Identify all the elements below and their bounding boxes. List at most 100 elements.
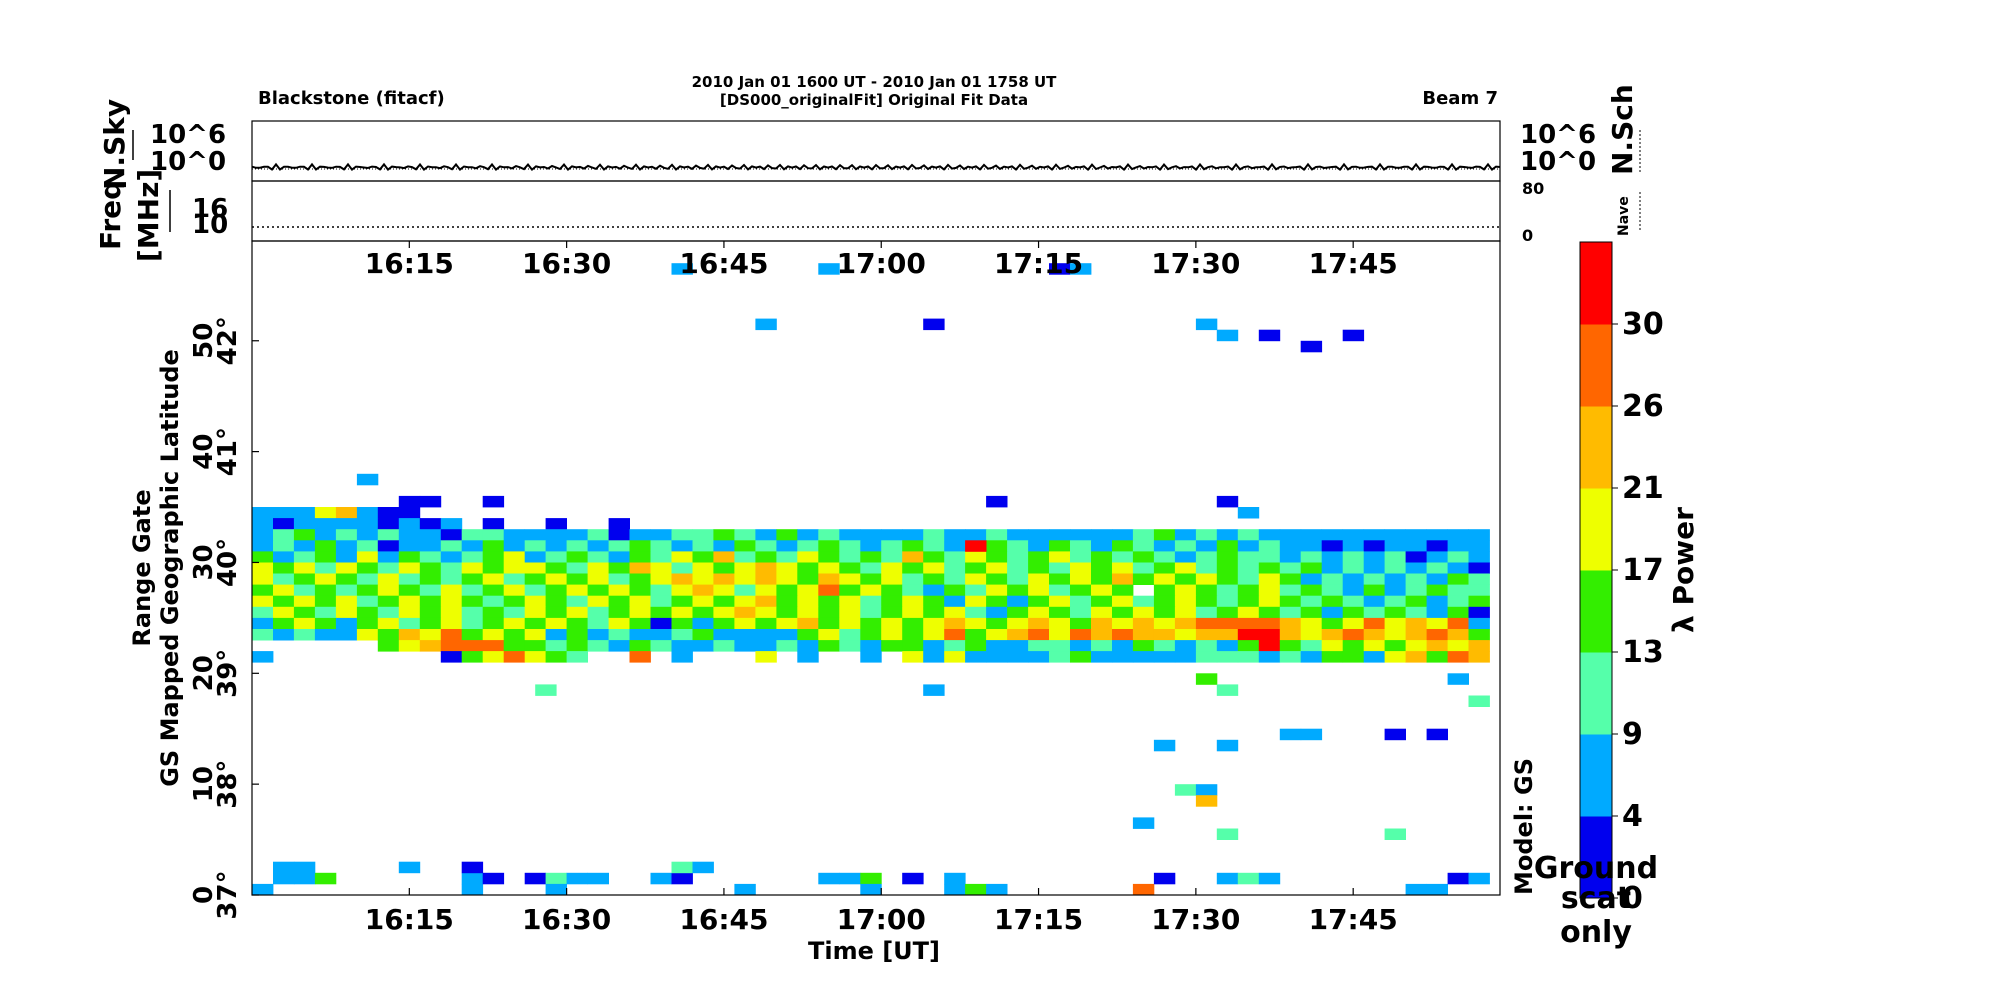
heatmap-cell bbox=[755, 629, 777, 641]
heatmap-cell bbox=[1007, 540, 1029, 552]
heatmap-cell bbox=[713, 529, 735, 541]
heatmap-cell bbox=[273, 529, 295, 541]
heatmap-cell bbox=[1405, 883, 1427, 896]
heatmap-cell bbox=[566, 562, 588, 574]
heatmap-cell bbox=[1091, 551, 1113, 563]
heatmap-cell bbox=[902, 562, 924, 574]
heatmap-cell bbox=[1028, 551, 1050, 563]
y-tick-label-gate: 0 bbox=[189, 886, 219, 904]
heatmap-cell bbox=[965, 595, 987, 608]
heatmap-cell bbox=[273, 540, 295, 552]
heatmap-cell bbox=[776, 562, 798, 574]
heatmap-cell bbox=[1195, 629, 1218, 641]
heatmap-cell bbox=[1049, 651, 1071, 663]
heatmap-cell bbox=[482, 872, 505, 885]
heatmap-cell bbox=[1342, 584, 1365, 597]
x-tick-label: 16:30 bbox=[522, 903, 611, 936]
x-tick-label: 16:45 bbox=[679, 247, 768, 280]
heatmap-cell bbox=[566, 617, 588, 630]
heatmap-cell bbox=[1468, 584, 1490, 597]
heatmap-cell bbox=[1049, 595, 1071, 608]
heatmap-cell bbox=[1216, 584, 1239, 597]
heatmap-cell bbox=[252, 507, 274, 519]
heatmap-cell bbox=[1174, 595, 1197, 608]
heatmap-cell bbox=[629, 551, 651, 563]
heatmap-cell bbox=[1384, 617, 1406, 630]
heatmap-cell bbox=[1237, 606, 1260, 619]
heatmap-cell bbox=[587, 640, 609, 652]
heatmap-cell bbox=[1070, 651, 1092, 663]
heatmap-cell bbox=[1258, 640, 1281, 652]
heatmap-cell bbox=[734, 551, 756, 563]
heatmap-cell bbox=[1342, 329, 1365, 342]
heatmap-cell bbox=[692, 640, 714, 652]
heatmap-cell bbox=[1447, 540, 1469, 552]
y-tick-label-gate: 30 bbox=[189, 544, 219, 580]
heatmap-cell bbox=[1028, 617, 1050, 630]
x-tick-label: 17:00 bbox=[837, 903, 926, 936]
heatmap-cell bbox=[1216, 595, 1239, 608]
heatmap-cell bbox=[482, 518, 505, 530]
heatmap-cell bbox=[881, 551, 903, 563]
heatmap-cell bbox=[881, 529, 903, 541]
heatmap-cell bbox=[1258, 595, 1281, 608]
heatmap-cell bbox=[1279, 651, 1302, 663]
heatmap-cell bbox=[944, 551, 966, 563]
heatmap-cell bbox=[356, 473, 379, 486]
heatmap-cell bbox=[1342, 551, 1365, 563]
heatmap-cell bbox=[566, 629, 588, 641]
heatmap-cell bbox=[1007, 640, 1029, 652]
heatmap-cell bbox=[566, 872, 588, 885]
heatmap-cell bbox=[335, 584, 358, 597]
heatmap-cell bbox=[545, 629, 567, 641]
heatmap-cell bbox=[524, 640, 547, 652]
heatmap-cell bbox=[1070, 573, 1092, 585]
noise-sky-line bbox=[251, 162, 1501, 172]
heatmap-cell bbox=[650, 617, 672, 630]
heatmap-cell bbox=[1049, 606, 1071, 619]
heatmap-cell bbox=[818, 263, 840, 275]
heatmap-cell bbox=[1174, 629, 1197, 641]
heatmap-cell bbox=[377, 606, 400, 619]
heatmap-cell bbox=[1426, 540, 1448, 552]
heatmap-cell bbox=[1447, 629, 1469, 641]
heatmap-cell bbox=[1195, 784, 1218, 796]
heatmap-cell bbox=[1342, 562, 1365, 574]
heatmap-cell bbox=[482, 606, 505, 619]
heatmap-cell bbox=[671, 651, 693, 663]
heatmap-cell bbox=[797, 584, 819, 597]
heatmap-cell bbox=[1195, 318, 1218, 331]
heatmap-cell bbox=[1007, 529, 1029, 541]
colorbar-tick-label: 13 bbox=[1622, 635, 1664, 670]
heatmap-cell bbox=[944, 562, 966, 574]
heatmap-cell bbox=[398, 529, 421, 541]
heatmap-cell bbox=[1132, 562, 1155, 574]
heatmap-cell bbox=[314, 573, 337, 585]
heatmap-cell bbox=[1216, 739, 1239, 752]
heatmap-cell bbox=[713, 640, 735, 652]
heatmap-cell bbox=[986, 883, 1008, 896]
heatmap-cell bbox=[713, 562, 735, 574]
heatmap-cell bbox=[273, 573, 295, 585]
heatmap-cell bbox=[356, 595, 379, 608]
heatmap-cell bbox=[398, 573, 421, 585]
heatmap-cell bbox=[671, 872, 693, 885]
heatmap-cell bbox=[1321, 617, 1344, 630]
heatmap-cell bbox=[1216, 651, 1239, 663]
heatmap-cell bbox=[293, 507, 316, 519]
heatmap-cell bbox=[944, 529, 966, 541]
heatmap-cell bbox=[1384, 540, 1406, 552]
heatmap-cell bbox=[252, 595, 274, 608]
heatmap-cell bbox=[1174, 617, 1197, 630]
heatmap-cell bbox=[860, 562, 882, 574]
heatmap-cell bbox=[776, 629, 798, 641]
heatmap-cell bbox=[692, 617, 714, 630]
heatmap-cell bbox=[545, 606, 567, 619]
heatmap-cell bbox=[440, 584, 463, 597]
heatmap-cell bbox=[1049, 529, 1071, 541]
heatmap-cell bbox=[860, 551, 882, 563]
heatmap-cell bbox=[1132, 651, 1155, 663]
heatmap-cell bbox=[1132, 629, 1155, 641]
colorbar-tick-label: 21 bbox=[1622, 471, 1664, 506]
